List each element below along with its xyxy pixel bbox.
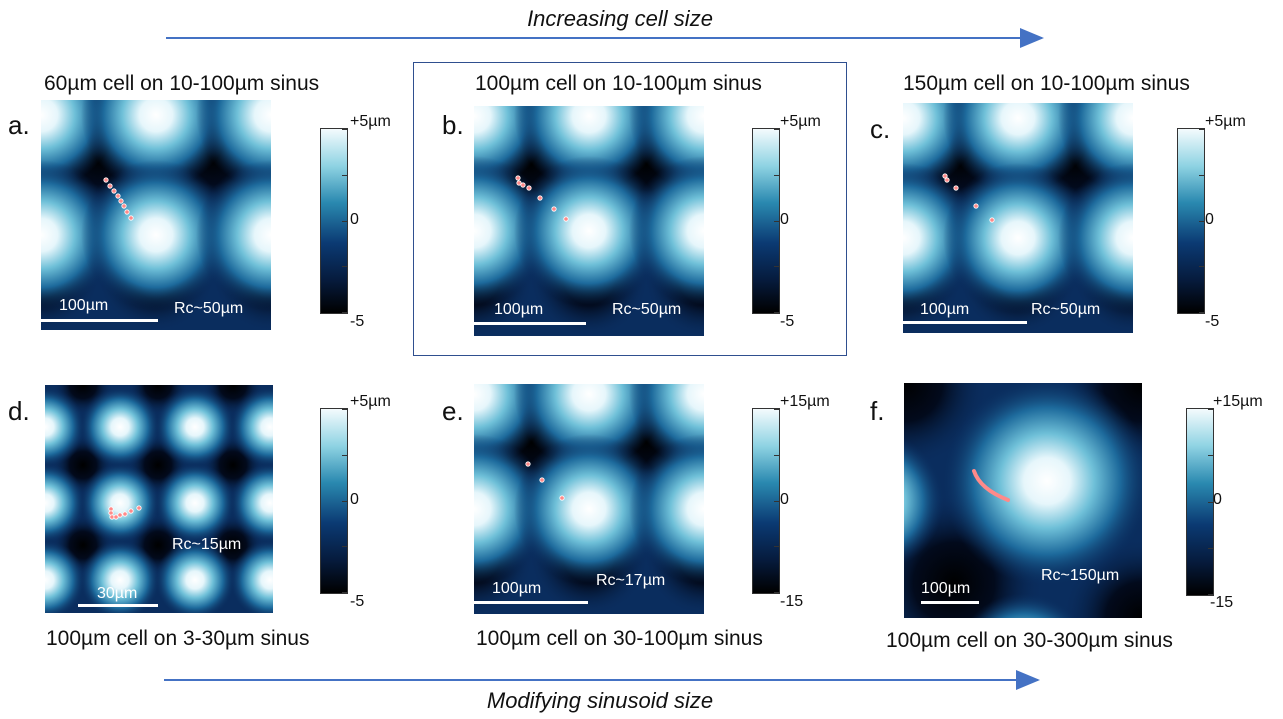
colorbar-tick bbox=[1199, 221, 1204, 222]
height-map: 100µm Rc~150µm bbox=[904, 383, 1142, 618]
panel-title: 60µm cell on 10-100µm sinus bbox=[44, 72, 320, 95]
colorbar bbox=[752, 408, 780, 594]
colorbar bbox=[1186, 408, 1214, 596]
colorbar-tick bbox=[342, 312, 347, 313]
colorbar-tick bbox=[774, 129, 779, 130]
highlight-box bbox=[413, 62, 847, 356]
panel-letter: c. bbox=[870, 114, 891, 144]
scale-bar bbox=[474, 322, 586, 325]
scale-bar-label: 100µm bbox=[920, 301, 970, 318]
colorbar-tick bbox=[342, 175, 347, 176]
colorbar-bottom-label: -5 bbox=[350, 313, 365, 330]
colorbar-tick bbox=[342, 546, 347, 547]
colorbar-tick bbox=[774, 455, 779, 456]
colorbar-top-label: +5µm bbox=[350, 113, 391, 130]
bottom-arrow-caption: Modifying sinusoid size bbox=[486, 688, 714, 713]
panel-title: 100µm cell on 10-100µm sinus bbox=[475, 72, 762, 95]
colorbar-tick bbox=[1199, 129, 1204, 130]
colorbar-tick bbox=[1208, 455, 1213, 456]
colorbar-mid-label: 0 bbox=[350, 491, 359, 508]
colorbar-bottom-label: -15 bbox=[780, 593, 804, 610]
colorbar-top-label: +5µm bbox=[1205, 113, 1246, 130]
colorbar-tick bbox=[774, 312, 779, 313]
colorbar-tick bbox=[1199, 266, 1204, 267]
colorbar-bottom-label: -5 bbox=[1205, 313, 1220, 330]
colorbar bbox=[752, 128, 780, 314]
scale-bar bbox=[41, 319, 158, 322]
colorbar-bottom-label: -5 bbox=[780, 313, 795, 330]
colorbar-tick bbox=[774, 501, 779, 502]
colorbar-tick bbox=[774, 175, 779, 176]
bottom-arrow bbox=[164, 670, 1040, 690]
colorbar-tick bbox=[342, 455, 347, 456]
scale-bar-label: 30µm bbox=[97, 585, 138, 602]
colorbar-tick bbox=[342, 266, 347, 267]
rc-label: Rc~150µm bbox=[1041, 567, 1120, 584]
top-arrow bbox=[166, 28, 1044, 48]
top-arrow-caption: Increasing cell size bbox=[527, 6, 713, 31]
colorbar bbox=[320, 408, 348, 594]
panel-letter: f. bbox=[870, 396, 885, 426]
colorbar-bottom-label: -5 bbox=[350, 593, 365, 610]
colorbar-tick bbox=[774, 546, 779, 547]
colorbar-top-label: +5µm bbox=[350, 393, 391, 410]
colorbar-bottom-label: -15 bbox=[1210, 594, 1234, 611]
rc-label: Rc~50µm bbox=[174, 300, 244, 317]
colorbar-tick bbox=[1208, 502, 1213, 503]
colorbar-tick bbox=[1199, 312, 1204, 313]
rc-label: Rc~50µm bbox=[1031, 301, 1101, 318]
colorbar-tick bbox=[1208, 594, 1213, 595]
height-map: 100µm Rc~17µm bbox=[474, 384, 704, 614]
colorbar-tick bbox=[342, 592, 347, 593]
colorbar-tick bbox=[342, 221, 347, 222]
colorbar-tick bbox=[342, 501, 347, 502]
colorbar-mid-label: 0 bbox=[780, 211, 789, 228]
panel-letter: e. bbox=[442, 396, 464, 426]
rc-label: Rc~50µm bbox=[612, 301, 682, 318]
panel-letter: b. bbox=[442, 110, 464, 140]
colorbar-tick bbox=[342, 129, 347, 130]
height-map: 100µm Rc~50µm bbox=[41, 100, 271, 330]
rc-label: Rc~17µm bbox=[596, 572, 666, 589]
colorbar-tick bbox=[342, 409, 347, 410]
scale-bar bbox=[921, 601, 979, 604]
colorbar-tick bbox=[1208, 409, 1213, 410]
scale-bar-label: 100µm bbox=[921, 580, 971, 597]
panel-title: 100µm cell on 3-30µm sinus bbox=[46, 627, 310, 650]
colorbar-tick bbox=[1199, 175, 1204, 176]
scale-bar-label: 100µm bbox=[59, 297, 109, 314]
colorbar-tick bbox=[774, 409, 779, 410]
colorbar-tick bbox=[774, 266, 779, 267]
height-map: 100µm Rc~50µm bbox=[474, 106, 704, 336]
colorbar-mid-label: 0 bbox=[780, 491, 789, 508]
rc-label: Rc~15µm bbox=[172, 536, 242, 553]
scale-bar-label: 100µm bbox=[494, 301, 544, 318]
colorbar-tick bbox=[774, 221, 779, 222]
colorbar bbox=[320, 128, 348, 314]
panel-title: 150µm cell on 10-100µm sinus bbox=[903, 72, 1190, 95]
scale-bar bbox=[903, 321, 1027, 324]
panel-title: 100µm cell on 30-300µm sinus bbox=[886, 629, 1173, 652]
colorbar-mid-label: 0 bbox=[350, 211, 359, 228]
scale-bar-label: 100µm bbox=[492, 580, 542, 597]
height-map: 30µm Rc~15µm bbox=[45, 385, 273, 613]
colorbar-tick bbox=[1208, 548, 1213, 549]
colorbar-top-label: +15µm bbox=[780, 393, 830, 410]
colorbar-top-label: +5µm bbox=[780, 113, 821, 130]
colorbar-mid-label: 0 bbox=[1205, 211, 1214, 228]
scale-bar bbox=[474, 601, 588, 604]
colorbar-top-label: +15µm bbox=[1213, 393, 1263, 410]
colorbar-tick bbox=[774, 592, 779, 593]
scale-bar bbox=[78, 604, 158, 607]
colorbar-mid-label: 0 bbox=[1213, 491, 1222, 508]
height-map: 100µm Rc~50µm bbox=[903, 103, 1133, 333]
panel-letter: d. bbox=[8, 396, 30, 426]
panel-letter: a. bbox=[8, 110, 30, 140]
colorbar bbox=[1177, 128, 1205, 314]
panel-title: 100µm cell on 30-100µm sinus bbox=[476, 627, 763, 650]
